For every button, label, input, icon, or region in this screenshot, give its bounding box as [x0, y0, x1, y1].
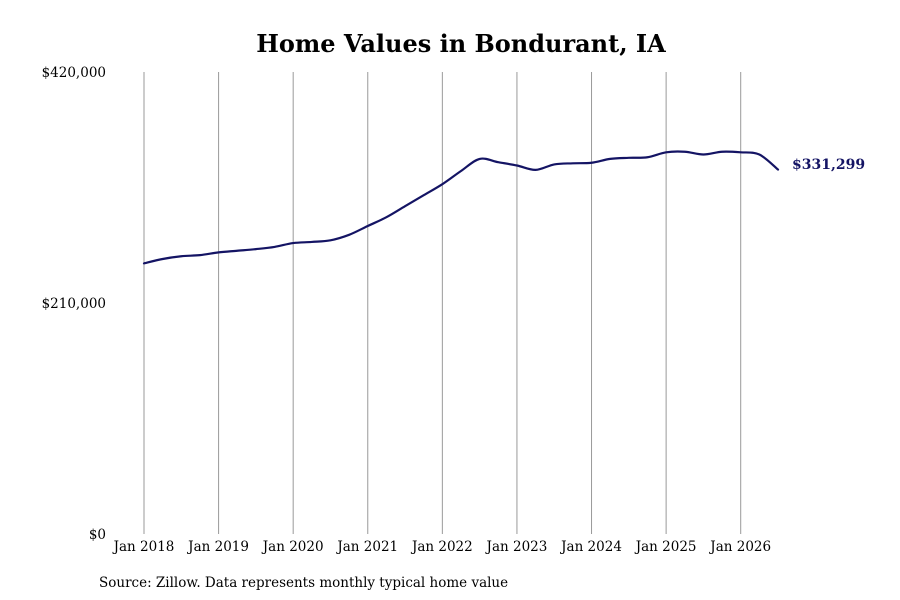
x-tick-label: Jan 2023: [485, 539, 548, 555]
y-tick-label: $210,000: [42, 296, 106, 312]
x-tick-label: Jan 2024: [559, 539, 622, 555]
source-note: Source: Zillow. Data represents monthly …: [99, 575, 508, 591]
x-tick-label: Jan 2019: [186, 539, 249, 555]
x-tick-label: Jan 2021: [335, 539, 398, 555]
x-tick-label: Jan 2020: [261, 539, 324, 555]
x-tick-label: Jan 2026: [708, 539, 771, 555]
x-axis-ticks: Jan 2018 Jan 2019 Jan 2020 Jan 2021 Jan 2022…: [112, 539, 772, 555]
x-tick-label: Jan 2018: [112, 539, 175, 555]
series-line-0: [142, 150, 780, 265]
chart-title: Home Values in Bondurant, IA: [256, 29, 666, 58]
end-value-label: $331,299: [792, 157, 865, 173]
series-layer: [142, 150, 780, 265]
gridlines: [143, 72, 742, 534]
x-tick-label: Jan 2022: [410, 539, 473, 555]
y-axis-ticks: $0 $210,000 $420,000: [42, 65, 106, 543]
x-tick-label: Jan 2025: [634, 539, 697, 555]
y-tick-label: $420,000: [42, 65, 106, 81]
y-tick-label: $0: [89, 527, 106, 543]
